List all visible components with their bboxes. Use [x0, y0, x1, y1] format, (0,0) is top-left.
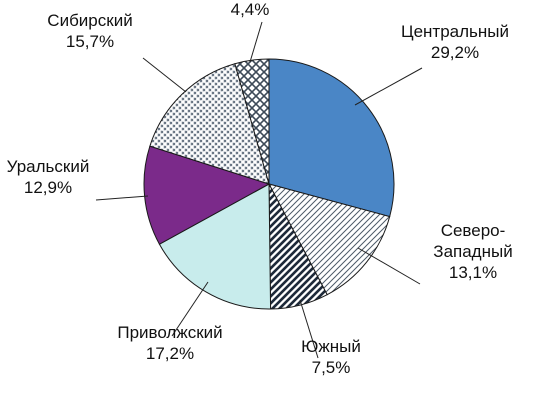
leader-line-3	[299, 299, 319, 359]
leader-line-4	[171, 281, 209, 337]
slice-name-label: Северо-	[441, 221, 506, 240]
pie-slice-4	[158, 183, 272, 310]
slice-name-label: Южный	[301, 337, 361, 356]
slice-label-7: 4,4%	[231, 0, 270, 19]
pie-slice-1	[268, 58, 395, 218]
leader-lines	[95, 21, 423, 359]
leader-line-2	[357, 247, 421, 285]
slice-label-3: Южный 7,5%	[301, 337, 361, 377]
slice-value-label: 7,5%	[312, 358, 351, 377]
slice-label-2: Северо- Западный 13,1%	[433, 221, 512, 282]
slice-value-label: 13,1%	[449, 263, 497, 282]
slice-label-4: Приволжский 17,2%	[117, 323, 222, 363]
slice-labels: Центральный 29,2% Северо- Западный 13,1% Южны…	[7, 0, 513, 377]
slice-label-1: Центральный 29,2%	[401, 22, 509, 62]
pie-slice-6	[149, 63, 270, 185]
slice-label-6: Сибирский 15,7%	[47, 11, 132, 51]
pie-slice-7	[234, 58, 270, 185]
slice-label-5: Уральский 12,9%	[7, 157, 90, 197]
slice-name-label: Уральский	[7, 157, 90, 176]
leader-line-1	[354, 67, 423, 106]
slice-name-label: Центральный	[401, 22, 509, 41]
slice-value-label: 12,9%	[24, 178, 72, 197]
pie-slice-2	[268, 183, 391, 296]
slice-name-label: Западный	[433, 242, 512, 261]
slice-value-label: 17,2%	[146, 344, 194, 363]
leader-line-5	[95, 195, 149, 201]
pie-slices	[143, 58, 395, 310]
slice-value-label: 15,7%	[66, 32, 114, 51]
slice-name-label: Сибирский	[47, 11, 132, 30]
slice-value-label: 29,2%	[431, 43, 479, 62]
leader-line-6	[142, 57, 187, 93]
slice-value-label: 4,4%	[231, 0, 270, 19]
leader-line-7	[249, 21, 263, 63]
slice-name-label: Приволжский	[117, 323, 222, 342]
